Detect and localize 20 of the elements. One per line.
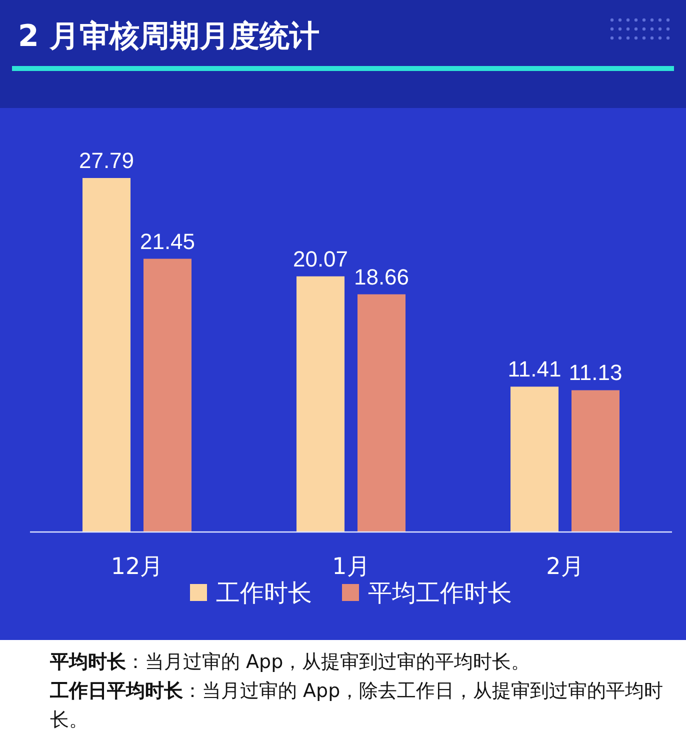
data-label: 20.07: [292, 246, 348, 272]
bar: [296, 276, 344, 532]
bar: [510, 386, 558, 532]
data-label: 18.66: [354, 264, 410, 290]
legend-label: 工作时长: [216, 579, 312, 607]
text: 平均时长：当月过审的 App，从提审到过审的平均时长。: [50, 650, 532, 675]
bar: [358, 294, 406, 532]
bar: [572, 390, 620, 532]
data-label: 27.79: [78, 148, 134, 173]
x-tick-label: 12月: [110, 554, 164, 580]
legend-label: 平均工作时长: [368, 579, 512, 607]
text: 工作日平均时长：当月过审的 App，除去工作日，从提审到过审的平均时长。: [50, 680, 664, 731]
chart-title: 2 月审核周期月度统计: [18, 19, 320, 54]
data-label: 11.41: [508, 356, 562, 382]
x-tick-label: 2月: [546, 554, 584, 580]
x-tick-label: 1月: [332, 554, 370, 580]
bar: [82, 178, 130, 532]
data-label: 11.13: [568, 360, 622, 386]
bar: [144, 258, 192, 532]
data-label: 21.45: [140, 228, 196, 254]
